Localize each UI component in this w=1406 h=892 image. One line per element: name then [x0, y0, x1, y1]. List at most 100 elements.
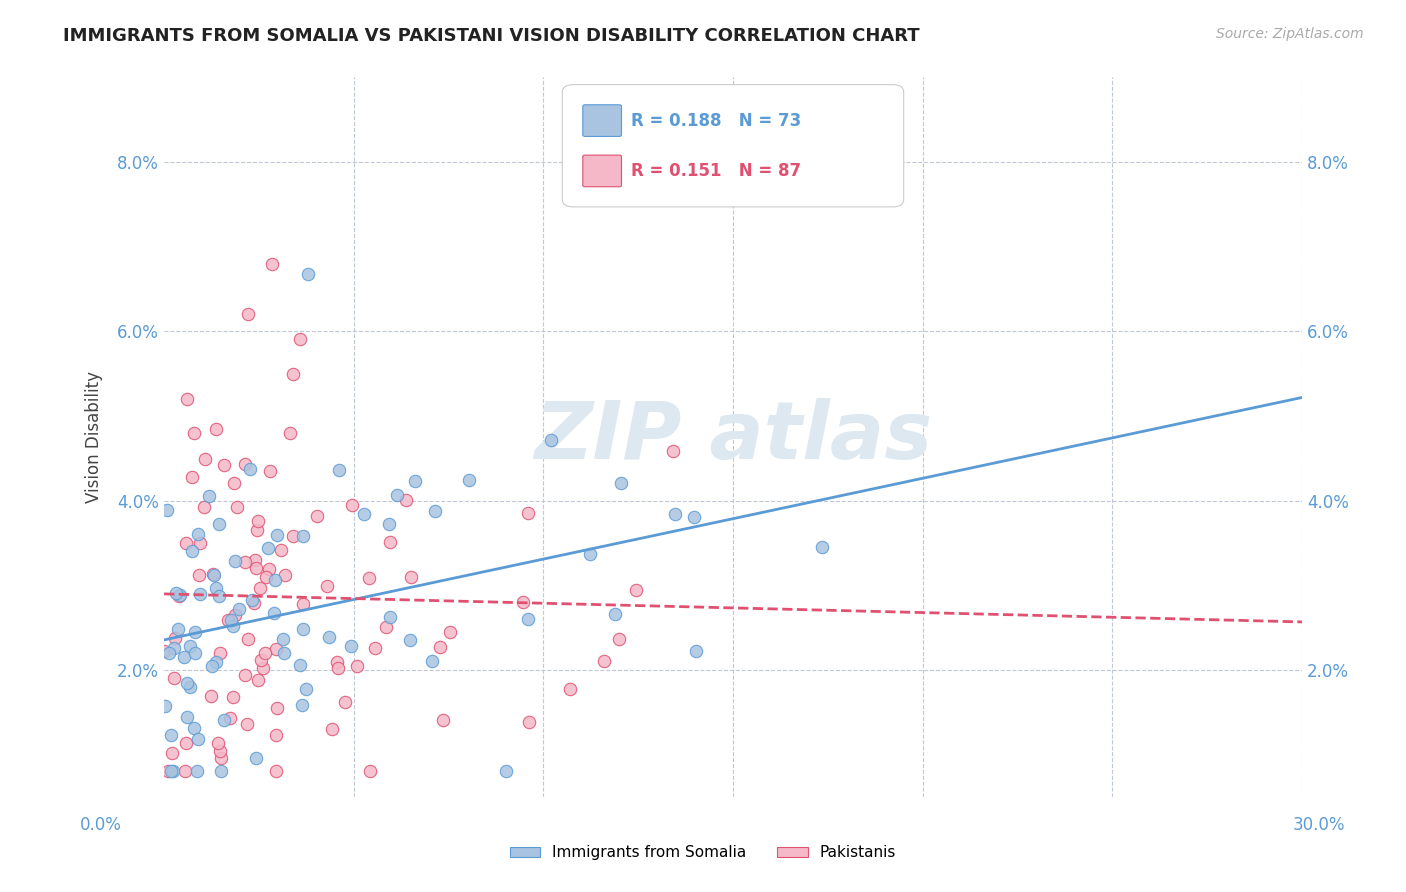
Point	[290, 657, 312, 672]
Point	[222, 619, 245, 633]
Point	[176, 535, 198, 549]
Point	[420, 654, 443, 668]
Point	[179, 681, 201, 695]
Point	[429, 640, 451, 654]
Point	[315, 579, 337, 593]
Point	[205, 581, 228, 595]
Point	[184, 646, 207, 660]
Point	[183, 721, 205, 735]
Point	[262, 257, 284, 271]
Point	[325, 655, 347, 669]
Point	[169, 588, 191, 602]
Point	[204, 422, 226, 436]
Point	[160, 764, 183, 779]
Y-axis label: Vision Disability: Vision Disability	[86, 371, 103, 503]
Point	[236, 717, 259, 731]
Point	[394, 492, 416, 507]
Point	[297, 267, 319, 281]
Point	[194, 452, 217, 467]
Point	[181, 543, 204, 558]
Point	[328, 661, 350, 675]
Point	[153, 644, 176, 658]
Point	[224, 608, 246, 623]
Point	[162, 746, 184, 760]
FancyBboxPatch shape	[562, 85, 904, 207]
Point	[264, 573, 287, 587]
Point	[247, 673, 270, 687]
Point	[238, 632, 260, 646]
Point	[607, 632, 630, 646]
Point	[273, 646, 295, 660]
Point	[156, 764, 179, 779]
Point	[190, 536, 212, 550]
Point	[256, 541, 278, 556]
Point	[235, 457, 257, 471]
Point	[209, 751, 232, 765]
Point	[458, 474, 481, 488]
Point	[340, 639, 363, 653]
Point	[266, 528, 288, 542]
Point	[245, 553, 267, 567]
Point	[224, 554, 246, 568]
Point	[212, 713, 235, 727]
Point	[207, 736, 229, 750]
Point	[188, 587, 211, 601]
Point	[205, 655, 228, 669]
Point	[516, 506, 538, 520]
Point	[245, 560, 267, 574]
Point	[202, 567, 225, 582]
Point	[162, 764, 184, 779]
Point	[517, 612, 540, 626]
Point	[359, 764, 381, 779]
Point	[212, 458, 235, 473]
Point	[291, 529, 314, 543]
Point	[517, 715, 540, 730]
Text: ZIP atlas: ZIP atlas	[534, 398, 932, 476]
Point	[153, 698, 176, 713]
Point	[664, 508, 686, 522]
Point	[200, 689, 222, 703]
Point	[249, 582, 271, 596]
Point	[661, 444, 683, 458]
Point	[257, 562, 280, 576]
Point	[560, 681, 582, 696]
Point	[187, 527, 209, 541]
Point	[235, 555, 257, 569]
Point	[222, 690, 245, 705]
Point	[163, 671, 186, 685]
Point	[271, 632, 294, 647]
Point	[685, 644, 707, 658]
Point	[340, 498, 363, 512]
Point	[233, 667, 256, 681]
Point	[225, 500, 247, 515]
Point	[432, 713, 454, 727]
Point	[266, 701, 288, 715]
Point	[305, 509, 328, 524]
Point	[359, 572, 381, 586]
Point	[292, 622, 315, 636]
Point	[387, 488, 409, 502]
Point	[243, 596, 266, 610]
Point	[208, 517, 231, 532]
Point	[423, 504, 446, 518]
Point	[593, 654, 616, 668]
Point	[250, 653, 273, 667]
Point	[209, 764, 232, 779]
Point	[253, 646, 276, 660]
Point	[292, 598, 315, 612]
Point	[180, 470, 202, 484]
Point	[375, 620, 398, 634]
Point	[186, 764, 208, 779]
Point	[246, 514, 269, 528]
Point	[290, 332, 312, 346]
Point	[193, 500, 215, 514]
Point	[399, 570, 422, 584]
Point	[228, 602, 250, 616]
Point	[174, 736, 197, 750]
Point	[208, 589, 231, 603]
Point	[291, 698, 314, 713]
Point	[346, 658, 368, 673]
Legend: Immigrants from Somalia, Pakistanis: Immigrants from Somalia, Pakistanis	[503, 839, 903, 866]
Point	[198, 489, 221, 503]
Point	[353, 507, 375, 521]
